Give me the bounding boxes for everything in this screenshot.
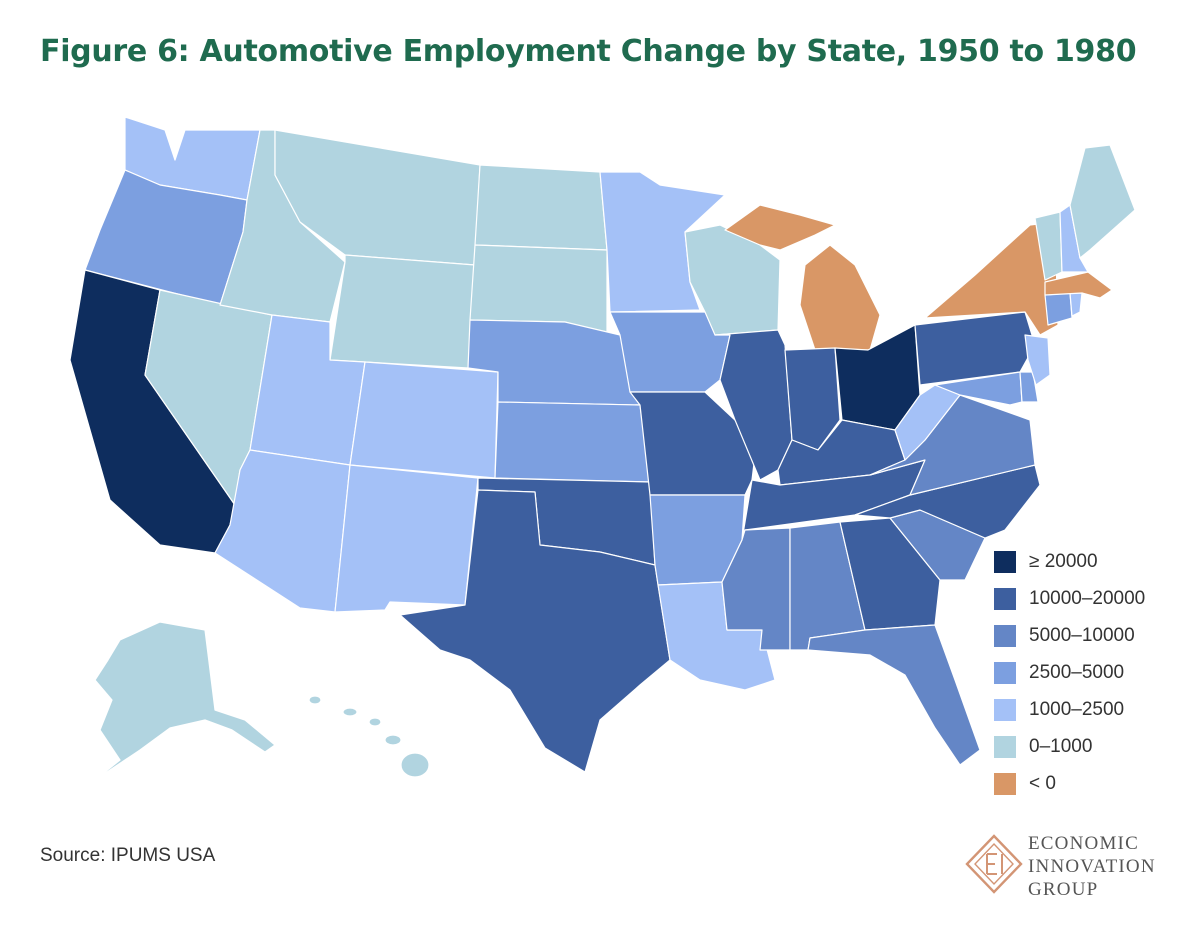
state-de	[1019, 371, 1039, 403]
legend-label: 2500–5000	[1029, 661, 1125, 683]
state-nm	[334, 464, 479, 613]
state-ak	[94, 621, 276, 781]
legend-item: < 0	[994, 765, 1145, 802]
state-ga	[839, 517, 941, 631]
legend-label: 0–1000	[1029, 735, 1093, 757]
state-ri	[1069, 292, 1083, 317]
legend-label: 10000–20000	[1029, 587, 1146, 609]
legend-swatch	[994, 587, 1016, 610]
state-nj	[1024, 334, 1051, 386]
state-nh	[1059, 204, 1089, 273]
legend-swatch	[994, 772, 1016, 795]
legend-item: ≥ 20000	[994, 543, 1145, 580]
state-nd	[474, 164, 608, 251]
logo-line-3: GROUP	[1028, 879, 1099, 900]
state-md	[934, 371, 1023, 406]
state-fl	[807, 624, 981, 766]
legend-swatch	[994, 550, 1016, 573]
page-title: Figure 6: Automotive Employment Change b…	[40, 34, 1137, 69]
logo-line-1: ECONOMIC	[1028, 833, 1139, 854]
legend-label: ≥ 20000	[1029, 550, 1098, 572]
legend-item: 2500–5000	[994, 654, 1145, 691]
state-tx	[399, 489, 671, 773]
legend-item: 5000–10000	[994, 617, 1145, 654]
legend-label: < 0	[1029, 772, 1056, 794]
legend-swatch	[994, 735, 1016, 758]
eig-logo-text: ECONOMIC INNOVATION GROUP	[1028, 832, 1156, 901]
legend-swatch	[994, 661, 1016, 684]
state-in	[784, 347, 841, 451]
state-hi	[308, 695, 430, 778]
source-note: Source: IPUMS USA	[40, 845, 216, 866]
legend-label: 1000–2500	[1029, 698, 1125, 720]
state-mi	[724, 204, 881, 351]
legend-item: 1000–2500	[994, 691, 1145, 728]
state-ct	[1044, 292, 1073, 326]
legend-label: 5000–10000	[1029, 624, 1135, 646]
state-wy	[329, 254, 476, 369]
legend: ≥ 20000 10000–20000 5000–10000 2500–5000…	[994, 543, 1145, 802]
state-il	[714, 329, 793, 481]
eig-logo: ECONOMIC INNOVATION GROUP	[965, 832, 1165, 912]
legend-swatch	[994, 624, 1016, 647]
legend-item: 10000–20000	[994, 580, 1145, 617]
legend-item: 0–1000	[994, 728, 1145, 765]
state-ks	[494, 401, 651, 483]
state-me	[1069, 144, 1136, 259]
eig-diamond-icon	[965, 834, 1023, 894]
state-co	[349, 361, 499, 479]
legend-swatch	[994, 698, 1016, 721]
logo-line-2: INNOVATION	[1028, 856, 1156, 877]
